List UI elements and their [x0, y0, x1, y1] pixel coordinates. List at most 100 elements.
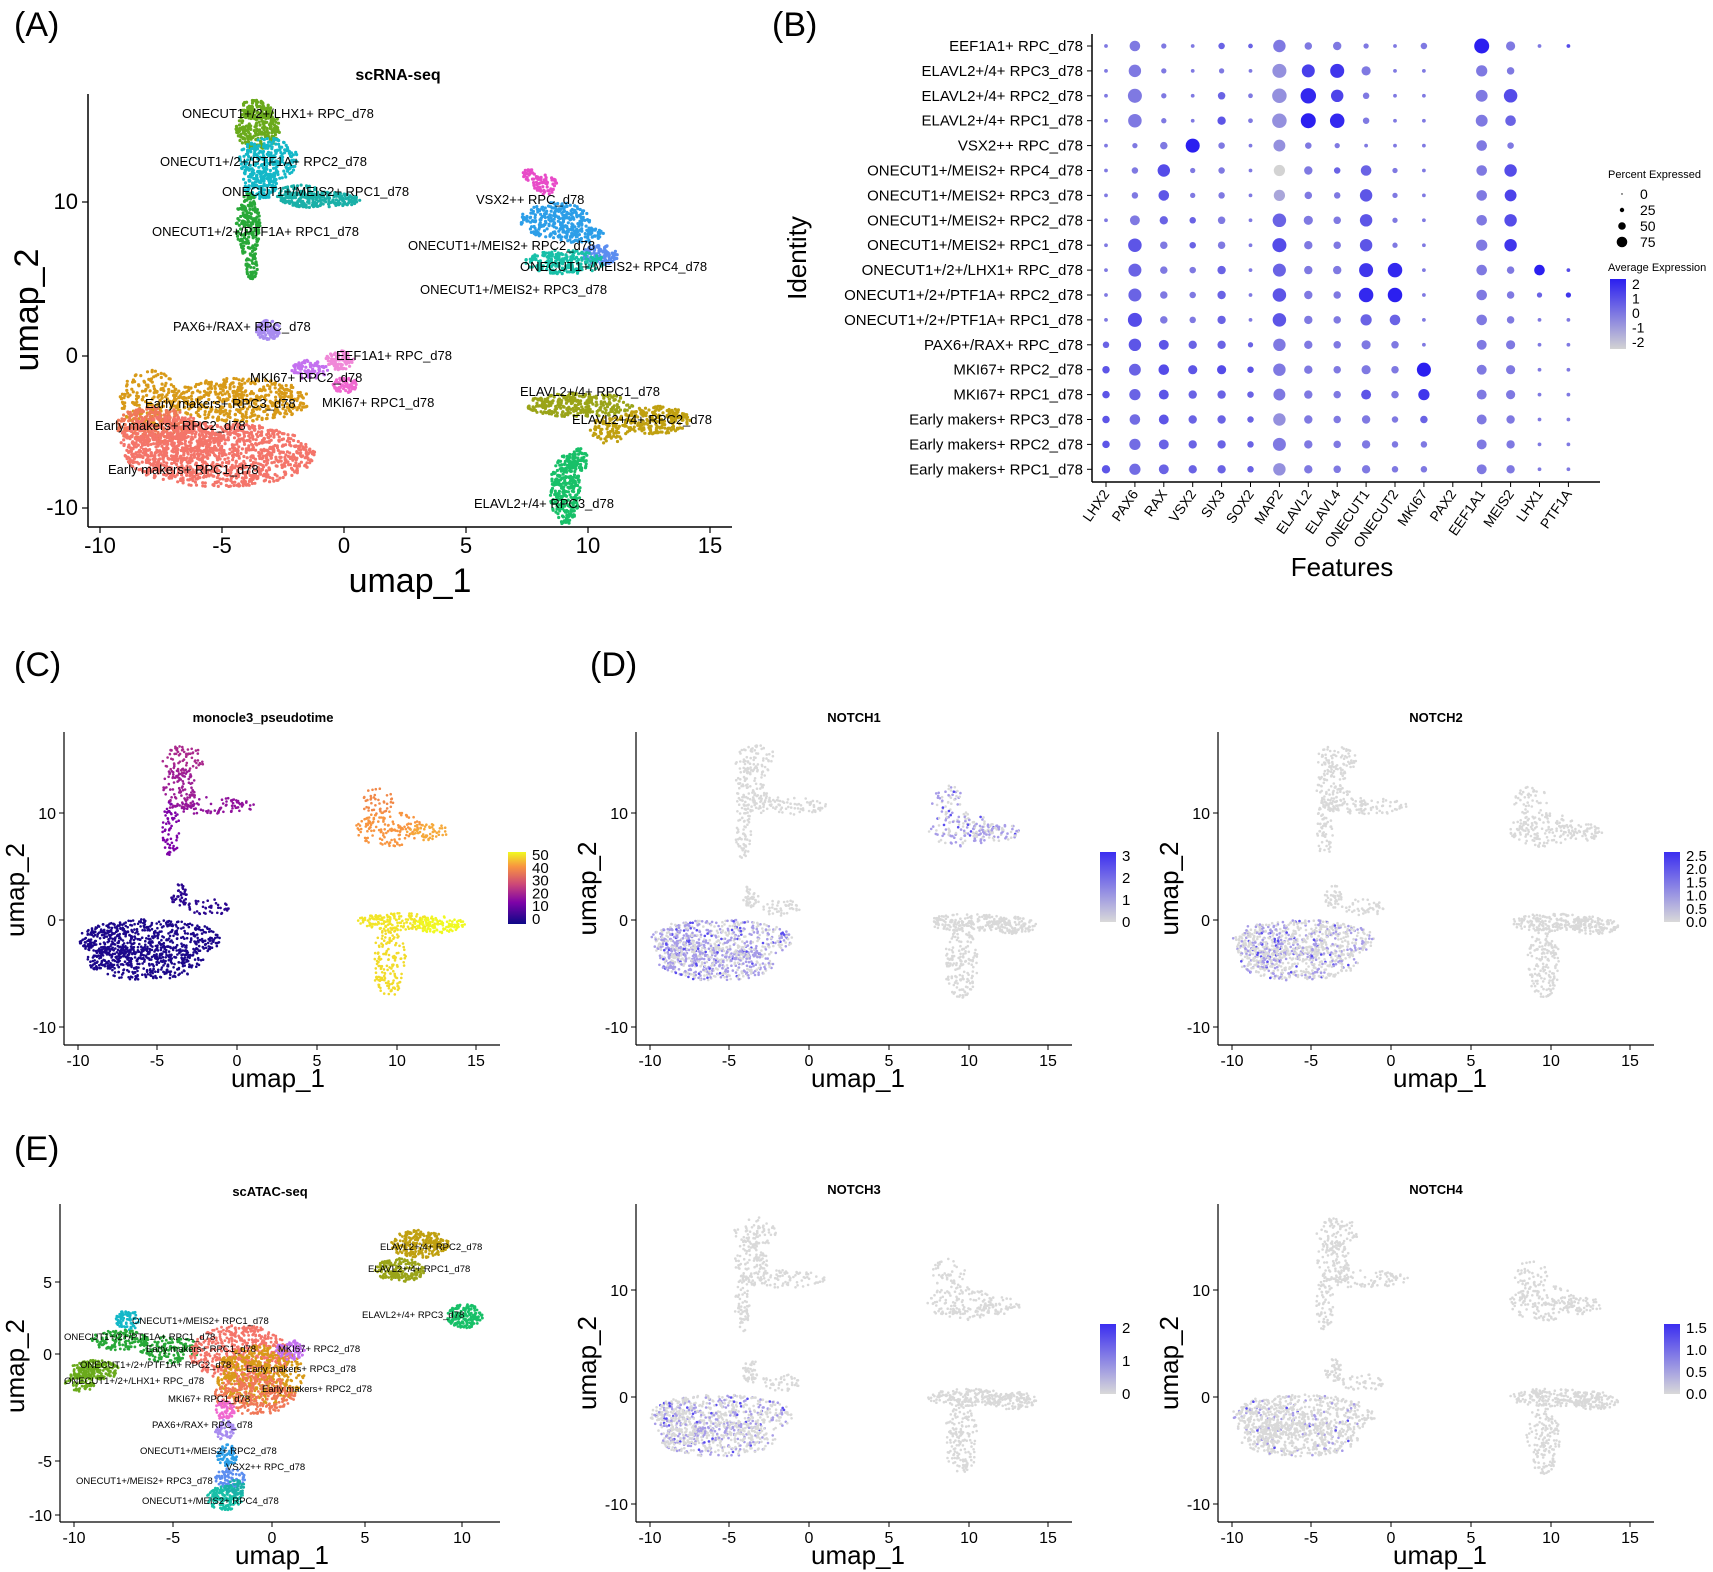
umap-region	[945, 1403, 978, 1473]
dotplot-dot	[1333, 316, 1341, 324]
dotplot-dot	[1361, 365, 1371, 375]
feature-legend-label: 2	[1122, 1320, 1130, 1337]
panel-a-xtick-label: 15	[698, 533, 722, 558]
dotplot-dot	[1304, 365, 1313, 374]
dotplot-dot	[1391, 365, 1399, 374]
atac-cluster-3	[446, 1303, 484, 1330]
dotplot-dot	[1248, 318, 1253, 322]
dotplot-dot	[1273, 39, 1286, 53]
feature-ytick-label: 10	[1192, 806, 1210, 823]
dotplot-dot	[1474, 38, 1490, 54]
dotplot-dot	[1506, 340, 1516, 350]
feature-xtick-label: 5	[1467, 1530, 1476, 1547]
panel-e-ytick-label: 5	[43, 1275, 52, 1292]
dotplot-col-label: PAX6	[1108, 486, 1141, 524]
dotplot-dot	[1189, 241, 1196, 249]
dotplot-dot	[1104, 243, 1108, 248]
dotplot-dot	[1129, 215, 1140, 226]
dotplot-dot	[1304, 390, 1313, 399]
atac-cluster-1	[390, 1228, 450, 1259]
cluster-4	[242, 169, 278, 201]
feature-xtick-label: 5	[885, 1530, 894, 1547]
feature-xtick-label: -10	[638, 1053, 661, 1070]
cluster-label: ONECUT1+/2+/PTF1A+ RPC1_d78	[152, 224, 359, 239]
dotplot-row-label: ELAVL2+/4+ RPC3_d78	[921, 63, 1083, 80]
dotplot-dot	[1422, 118, 1426, 123]
feature-xlabel: umap_1	[811, 1063, 905, 1093]
atac-cluster-10	[274, 1339, 306, 1361]
panel-c-xtick-label: 5	[313, 1053, 322, 1070]
dotplot-dot	[1189, 266, 1196, 274]
dotplot-dot	[1361, 389, 1372, 400]
umap-region	[1240, 1420, 1359, 1458]
umap-region	[170, 883, 188, 907]
dotplot-dot	[1475, 114, 1488, 127]
dotplot-dot	[1362, 92, 1370, 100]
cluster-15	[255, 318, 281, 341]
dotplot-dot	[1104, 143, 1108, 148]
umap-region	[986, 1390, 1038, 1411]
dotplot-col-label: SOX2	[1222, 486, 1257, 526]
dotplot-row-label: MKI67+ RPC2_d78	[953, 362, 1083, 379]
dotplot-dot	[1359, 189, 1373, 202]
dotplot-dot	[1304, 265, 1313, 275]
dotplot-dot	[1104, 93, 1108, 98]
umap-region	[1563, 1296, 1602, 1316]
feature-plot-notch2: NOTCH2 -10 -5 0 5 10 15 -10 0 10 umap_1 umap_2 2.52.…	[1154, 710, 1707, 1093]
cluster-27	[548, 454, 582, 526]
feature-ytick-label: -10	[605, 1497, 628, 1514]
panel-e-title: scATAC-seq	[232, 1184, 307, 1199]
dotplot-dot	[1333, 265, 1342, 275]
panel-c-xlabel: umap_1	[231, 1063, 325, 1093]
dotplot-dot	[1363, 43, 1369, 49]
umap-region	[1512, 912, 1594, 933]
panel-e-ytick-label: 0	[43, 1347, 52, 1364]
dotplot-dot	[1476, 439, 1487, 450]
dotplot-dot	[1129, 463, 1141, 475]
cluster-label: ONECUT1+/2+/LHX1+ RPC_d78	[182, 106, 374, 121]
dotplot-dot	[1305, 142, 1312, 149]
dotplot-dot	[1566, 367, 1571, 372]
feature-xtick-label: -5	[1304, 1530, 1318, 1547]
umap-region	[405, 823, 448, 842]
atac-cluster-17	[206, 1484, 244, 1512]
dotplot-row-label: ONECUT1+/2+/LHX1+ RPC_d78	[862, 262, 1083, 279]
cluster-10	[521, 168, 540, 182]
umap-region	[373, 927, 408, 996]
atac-cluster-5	[90, 1328, 150, 1352]
dotplot-dot	[1190, 118, 1195, 123]
dotplot-dot	[1188, 465, 1197, 474]
dotplot-dot	[1102, 440, 1110, 449]
dotplot-dot	[1272, 238, 1287, 253]
umap-region	[1525, 1403, 1561, 1475]
dotplot-dot	[1475, 89, 1488, 102]
feature-ytick-label: -10	[1187, 1020, 1210, 1037]
umap-region	[931, 784, 962, 815]
dotplot-dot	[1333, 390, 1341, 399]
dotplot-dot	[1506, 316, 1515, 324]
dotplot-dot	[1161, 68, 1167, 74]
dotplot-dot	[1273, 164, 1286, 177]
dotplot-dot	[1333, 415, 1341, 424]
feature-xtick-label: -5	[1304, 1053, 1318, 1070]
umap-region	[734, 1239, 769, 1286]
dotplot-dot	[1565, 292, 1572, 298]
dotplot-dot	[1506, 67, 1515, 75]
dotplot-dot	[1273, 139, 1286, 152]
feature-legend-label: 1	[1122, 1353, 1130, 1370]
dotplot-dot	[1188, 390, 1197, 399]
dotplot-dot	[1273, 388, 1286, 401]
dotplot-dot	[1158, 190, 1170, 201]
dotplot-dot	[1476, 364, 1487, 375]
dotplot-dot	[1129, 40, 1141, 52]
dotplot-dot	[1273, 463, 1286, 476]
dotplot-dot	[1272, 213, 1287, 228]
dotplot-dot	[1416, 362, 1431, 377]
feature-legend-label: 3	[1122, 848, 1130, 865]
dotplot-dot	[1422, 93, 1426, 98]
dotplot-dot	[1422, 69, 1426, 73]
cluster-14	[524, 248, 605, 276]
dotplot-dot	[1128, 338, 1142, 352]
